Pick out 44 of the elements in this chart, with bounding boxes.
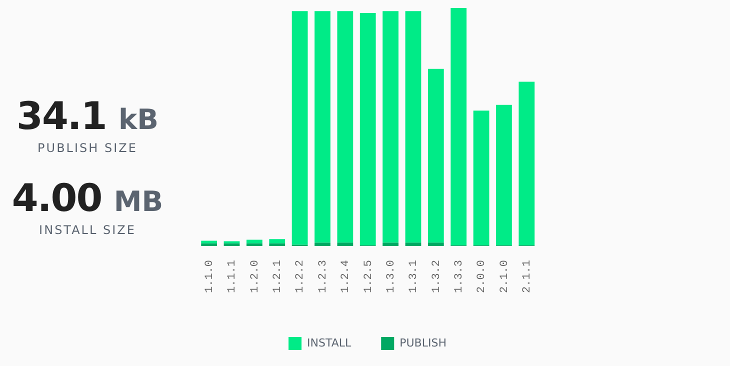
bar: [428, 242, 444, 246]
bar: [269, 243, 286, 246]
bar: [337, 242, 354, 246]
x-tick-label: 1.3.2: [430, 260, 443, 294]
bar: [201, 240, 218, 244]
bar: [518, 82, 535, 246]
x-tick-label: 1.2.0: [249, 260, 262, 294]
x-tick-label: 1.2.3: [317, 260, 330, 294]
x-tick-label: 1.1.1: [226, 260, 239, 294]
text: 4.00 MB: [12, 176, 164, 220]
x-tick-label: 1.1.0: [204, 260, 216, 294]
x-tick-label: 1.2.5: [362, 260, 375, 294]
bar: [314, 11, 330, 243]
bar: [450, 8, 467, 246]
legend-label: PUBLISH: [400, 336, 446, 350]
x-tick-label: 2.0.0: [476, 260, 488, 294]
x-tick-label: 1.3.3: [454, 260, 466, 294]
x-tick-label: 1.2.1: [272, 260, 284, 294]
bar: [246, 240, 262, 244]
x-tick-label: 2.1.0: [498, 260, 511, 294]
bar: [428, 68, 444, 243]
bar: [405, 242, 422, 246]
text: 34.1 kB: [16, 94, 158, 138]
bar: [405, 11, 422, 243]
x-tick-label: 1.2.2: [294, 260, 307, 294]
bar: [337, 11, 354, 243]
bar: [314, 242, 330, 246]
bar: [473, 110, 490, 246]
bar: [224, 243, 240, 246]
bar: [360, 13, 376, 246]
bar: [292, 11, 308, 245]
text: PUBLISH SIZE: [36, 141, 138, 155]
bar: [496, 104, 512, 246]
bar: [382, 11, 398, 243]
bar: [246, 243, 262, 246]
text: INSTALL SIZE: [38, 223, 137, 237]
legend-label: INSTALL: [307, 336, 352, 350]
bar: [201, 243, 218, 246]
bar: [269, 239, 286, 244]
x-tick-label: 1.2.4: [340, 260, 352, 294]
x-tick-label: 2.1.1: [522, 260, 534, 294]
x-tick-label: 1.3.0: [385, 260, 398, 294]
x-tick-label: 1.3.1: [408, 260, 420, 294]
bar: [382, 242, 398, 246]
